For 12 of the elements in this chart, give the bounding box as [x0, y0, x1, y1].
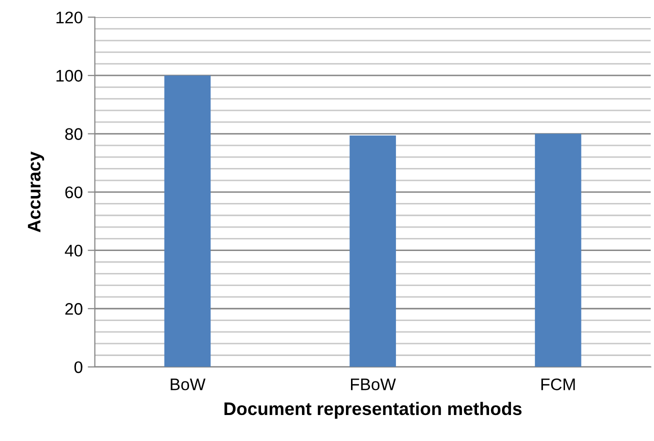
y-tick-label: 100: [56, 70, 82, 82]
y-tick-label: 80: [65, 128, 82, 140]
y-tick-label: 120: [56, 12, 82, 24]
y-axis-title: Accuracy: [28, 152, 44, 232]
y-tick-label: 20: [65, 303, 82, 315]
y-tick-label: 0: [74, 361, 82, 374]
x-axis-title: Document representation methods: [224, 402, 522, 419]
y-tick-label: 60: [65, 186, 82, 198]
x-tick-label: BoW: [170, 378, 206, 390]
x-tick-label: FBoW: [351, 378, 396, 390]
y-tick-label: 40: [64, 244, 82, 257]
x-tick-label: FCM: [541, 378, 575, 390]
